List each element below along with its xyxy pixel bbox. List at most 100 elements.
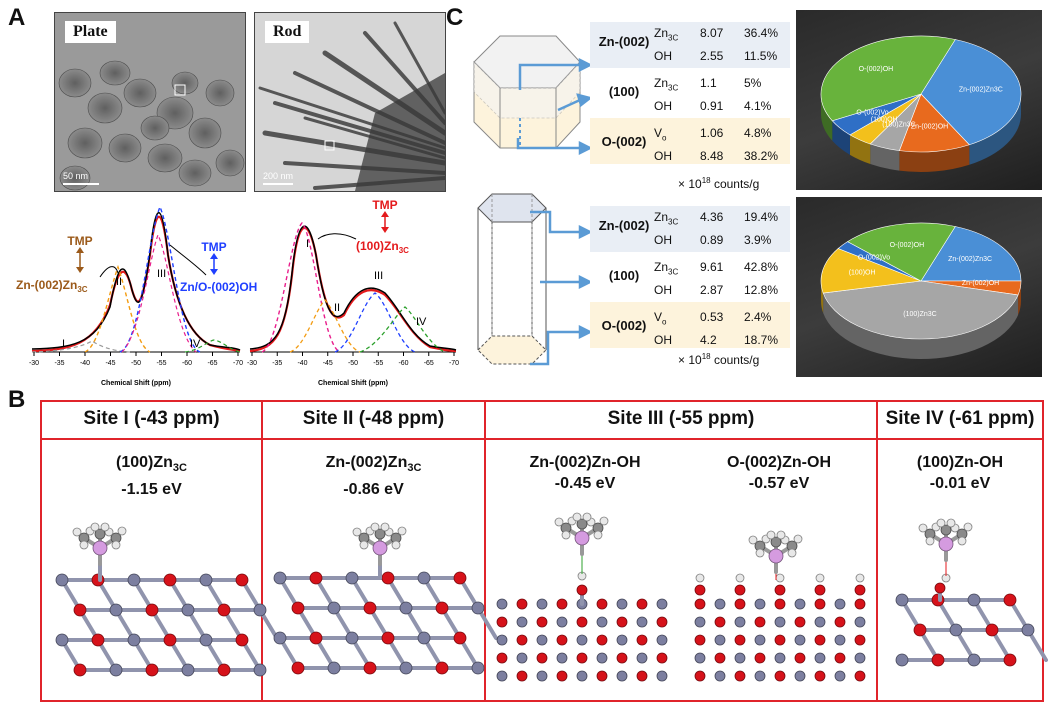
atom — [109, 603, 123, 617]
atom — [734, 670, 746, 682]
table-row: Zn3C 4.36 19.4% — [590, 206, 790, 228]
atom — [516, 652, 528, 664]
atom — [616, 598, 628, 610]
model-site-2 — [273, 522, 498, 675]
atom — [372, 540, 388, 556]
atom — [967, 653, 981, 667]
facet-arrows — [516, 57, 590, 366]
atom — [496, 670, 508, 682]
table-percent: 4.8% — [744, 126, 772, 140]
atom — [556, 670, 568, 682]
atom — [516, 670, 528, 682]
atom — [768, 548, 784, 564]
pie-slice-side — [1018, 281, 1021, 315]
atom — [754, 634, 766, 646]
nmr-tick-label: -50 — [348, 360, 358, 367]
nmr-rod-peak-label-II: II — [334, 302, 340, 314]
atom — [814, 634, 826, 646]
atom — [957, 536, 967, 546]
table-row: OH 2.55 11.5% — [590, 45, 790, 67]
atom — [596, 616, 608, 628]
atom — [967, 593, 981, 607]
atom — [516, 598, 528, 610]
atom — [694, 670, 706, 682]
atom — [496, 634, 508, 646]
atom — [92, 540, 108, 556]
nmr-rod-peak-III — [334, 292, 416, 353]
pie-slice-label: Zn-(002)OH — [911, 123, 948, 130]
table-site: OH — [654, 99, 672, 113]
atom — [636, 634, 648, 646]
atom — [934, 582, 946, 594]
pie-slice-label: Zn-(002)Zn3C — [948, 256, 992, 263]
pie-slice — [920, 226, 1022, 282]
table-count: 1.06 — [700, 126, 724, 140]
atom — [73, 663, 87, 677]
atom — [755, 548, 765, 558]
nmr-tick-label: -65 — [424, 360, 434, 367]
table-count: 0.91 — [700, 99, 724, 113]
atom — [291, 661, 305, 675]
atom — [593, 530, 603, 540]
nmr-tick-label: -30 — [29, 360, 39, 367]
atom — [931, 653, 945, 667]
atom — [117, 526, 127, 536]
table-count: 2.55 — [700, 49, 724, 63]
table-site: Zn3C — [654, 26, 679, 43]
nmr-tick-label: -60 — [182, 360, 192, 367]
atom — [536, 598, 548, 610]
atom — [381, 631, 395, 645]
atom — [536, 670, 548, 682]
nmr-plate-peak-label-I: I — [62, 338, 65, 350]
atom — [100, 522, 110, 532]
atom — [596, 652, 608, 664]
nmr-tick-label: -35 — [272, 360, 282, 367]
pie-chart-plate-box: Zn-(002)Zn3C Zn-(002)OH (100)Zn3C (100)OH O-… — [796, 10, 1042, 190]
atom — [814, 652, 826, 664]
atom — [774, 634, 786, 646]
atom — [327, 661, 341, 675]
atom — [714, 670, 726, 682]
atom — [235, 633, 249, 647]
table-percent: 5% — [744, 76, 762, 90]
nmr-tick-label: -40 — [297, 360, 307, 367]
atom — [714, 598, 726, 610]
table-site: Zn3C — [654, 210, 679, 227]
atom — [774, 598, 786, 610]
atom — [273, 571, 287, 585]
atom — [370, 522, 380, 532]
nmr-tick-label: -55 — [373, 360, 383, 367]
atom — [127, 573, 141, 587]
table-site: OH — [654, 283, 672, 297]
atom — [814, 670, 826, 682]
atom — [399, 601, 413, 615]
site-3b-model-label: O-(002)Zn-OH -0.57 eV — [727, 454, 831, 492]
atom — [94, 528, 106, 540]
pie-slice-side — [969, 94, 1021, 165]
pie-slice-side — [821, 281, 824, 314]
pie-slice-label: Zn-(002)OH — [962, 280, 999, 287]
atom — [253, 663, 267, 677]
pie-chart-rod-box: Zn-(002)Zn3C Zn-(002)OH (100)Zn3C (100)OH O-… — [796, 197, 1042, 377]
atom — [834, 634, 846, 646]
atom — [814, 598, 826, 610]
table-percent: 3.9% — [744, 233, 772, 247]
table-row: Vo 0.53 2.4% — [590, 306, 790, 328]
atom — [854, 616, 866, 628]
table-rod-unit: × 1018 counts/g — [678, 352, 760, 367]
atom — [918, 523, 928, 533]
nmr-rod-label: (100)Zn3C — [356, 239, 409, 255]
site-4-title: Site IV (-61 ppm) — [885, 408, 1035, 429]
atom — [291, 601, 305, 615]
nmr-rod-peak-II — [289, 299, 361, 353]
atom — [1003, 653, 1017, 667]
atom — [516, 616, 528, 628]
atom — [774, 584, 786, 596]
atom — [554, 517, 564, 527]
table-plate-unit: × 1018 counts/g — [678, 176, 760, 191]
table-rod: Zn-(002) Zn3C 4.36 19.4% OH 0.89 3.9% (100) Zn3C… — [590, 206, 790, 367]
atom — [834, 616, 846, 628]
pie-slice-label: (100)OH — [849, 269, 876, 276]
nmr-tick-label: -60 — [398, 360, 408, 367]
tem-image-rod: Rod 200 nm — [254, 12, 446, 192]
